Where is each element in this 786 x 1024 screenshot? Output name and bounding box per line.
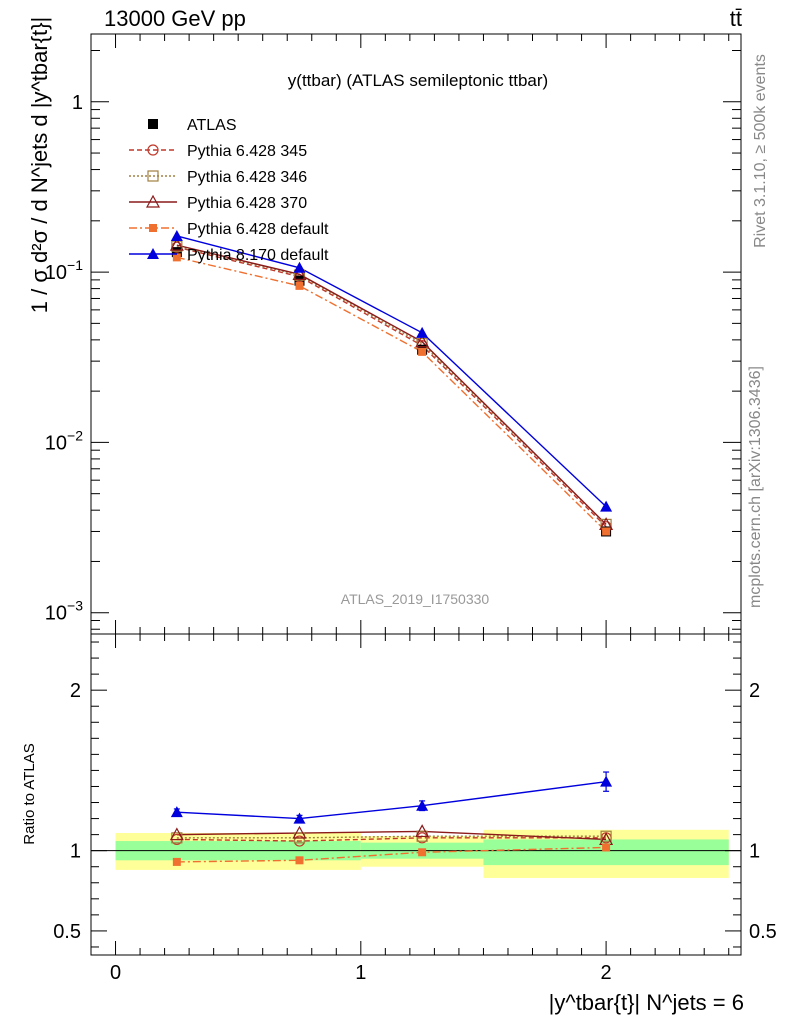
series-line-ratio-p345 bbox=[176, 837, 607, 842]
marker-main-p428def-3 bbox=[602, 527, 611, 536]
marker-ratio-p370-2 bbox=[415, 824, 430, 838]
marker-main-p428def-2 bbox=[418, 347, 427, 356]
marker-main-p8-2 bbox=[416, 326, 429, 338]
x-axis-label: |y^tbar{t}| N^jets = 6 bbox=[548, 990, 744, 1015]
series-line-main-p346 bbox=[176, 245, 607, 525]
y-tick-label-ratio-right: 1 bbox=[749, 841, 760, 863]
legend-label-p345: Pythia 6.428 345 bbox=[187, 143, 307, 160]
y-tick-label-ratio-left: 0.5 bbox=[53, 921, 81, 943]
legend-label-p428def: Pythia 6.428 default bbox=[187, 221, 329, 238]
marker-ratio-p8-1 bbox=[293, 812, 306, 824]
series-line-ratio-p346 bbox=[176, 835, 607, 839]
y-tick-label-main: 10−1 bbox=[45, 257, 83, 284]
marker-ratio-p370-0 bbox=[169, 827, 184, 841]
marker-main-p370-2 bbox=[415, 334, 430, 348]
process-label: tt̄ bbox=[729, 6, 742, 31]
legend-marker-atlas bbox=[148, 119, 158, 129]
ratio-bands bbox=[91, 829, 741, 878]
series-line-main-p370 bbox=[176, 244, 607, 525]
marker-main-p428def-0 bbox=[172, 253, 181, 262]
legend: ATLAS Pythia 6.428 345 Pythia 6.428 346 Pyt… bbox=[129, 117, 329, 264]
x-tick-label-1: 1 bbox=[355, 962, 366, 984]
y-tick-label-main: 10−2 bbox=[45, 427, 83, 454]
marker-main-p8-0 bbox=[170, 229, 183, 241]
series-line-ratio-p8 bbox=[176, 780, 607, 820]
marker-ratio-p8-0 bbox=[170, 806, 183, 818]
marker-main-p428def-1 bbox=[295, 281, 304, 290]
marker-ratio-p8-3 bbox=[600, 775, 613, 787]
axes: 0 1 2 10−3 10−2 10−1 1 0.5 0.5 1 1 2 2 bbox=[45, 33, 777, 984]
y-tick-label-main: 10−3 bbox=[45, 598, 83, 625]
marker-main-p8-1 bbox=[293, 261, 306, 273]
x-tick-label-0: 0 bbox=[110, 962, 121, 984]
marker-ratio-p8-2 bbox=[416, 799, 429, 811]
ratio-frame bbox=[90, 633, 742, 956]
series-line-main-p8 bbox=[176, 235, 607, 508]
legend-marker-p345 bbox=[147, 144, 159, 156]
marker-ratio-p346-3 bbox=[600, 830, 612, 842]
y-tick-label-ratio-left: 1 bbox=[70, 841, 81, 863]
energy-label: 13000 GeV pp bbox=[104, 6, 246, 31]
y-tick-label-ratio-left: 2 bbox=[70, 680, 81, 702]
y-tick-label-main: 1 bbox=[72, 92, 83, 114]
marker-ratio-p428def-3 bbox=[602, 843, 611, 852]
series-line-ratio-p370 bbox=[176, 830, 607, 841]
plot-title: y(ttbar) (ATLAS semileptonic ttbar) bbox=[288, 71, 548, 90]
marker-main-p370-1 bbox=[292, 267, 307, 280]
series-lines bbox=[176, 235, 607, 863]
marker-ratio-p428def-0 bbox=[172, 857, 181, 866]
y-tick-label-ratio-right: 0.5 bbox=[749, 921, 777, 943]
legend-label-p370: Pythia 6.428 370 bbox=[187, 195, 307, 212]
legend-label-p346: Pythia 6.428 346 bbox=[187, 169, 307, 186]
legend-marker-p370 bbox=[145, 194, 161, 208]
legend-marker-p428def bbox=[149, 224, 157, 232]
legend-label-atlas: ATLAS bbox=[187, 117, 237, 134]
marker-ratio-p370-1 bbox=[292, 825, 307, 839]
legend-label-p8: Pythia 8.170 default bbox=[187, 247, 329, 264]
analysis-watermark: ATLAS_2019_I1750330 bbox=[341, 591, 490, 607]
marker-main-atlas-1 bbox=[294, 275, 305, 286]
x-tick-label-2: 2 bbox=[601, 962, 612, 984]
series-line-ratio-p428def bbox=[176, 846, 607, 863]
series-markers bbox=[169, 229, 614, 866]
marker-main-p346-0 bbox=[171, 240, 183, 252]
marker-ratio-p428def-1 bbox=[295, 856, 304, 865]
marker-main-p8-3 bbox=[600, 500, 613, 512]
y-tick-label-ratio-right: 2 bbox=[749, 680, 760, 702]
legend-marker-p8 bbox=[147, 248, 159, 259]
series-line-main-p345 bbox=[176, 246, 607, 528]
series-line-main-p428def bbox=[176, 256, 607, 532]
marker-main-p370-0 bbox=[169, 237, 184, 251]
legend-marker-p346 bbox=[147, 170, 159, 182]
marker-ratio-p428def-2 bbox=[418, 848, 427, 857]
